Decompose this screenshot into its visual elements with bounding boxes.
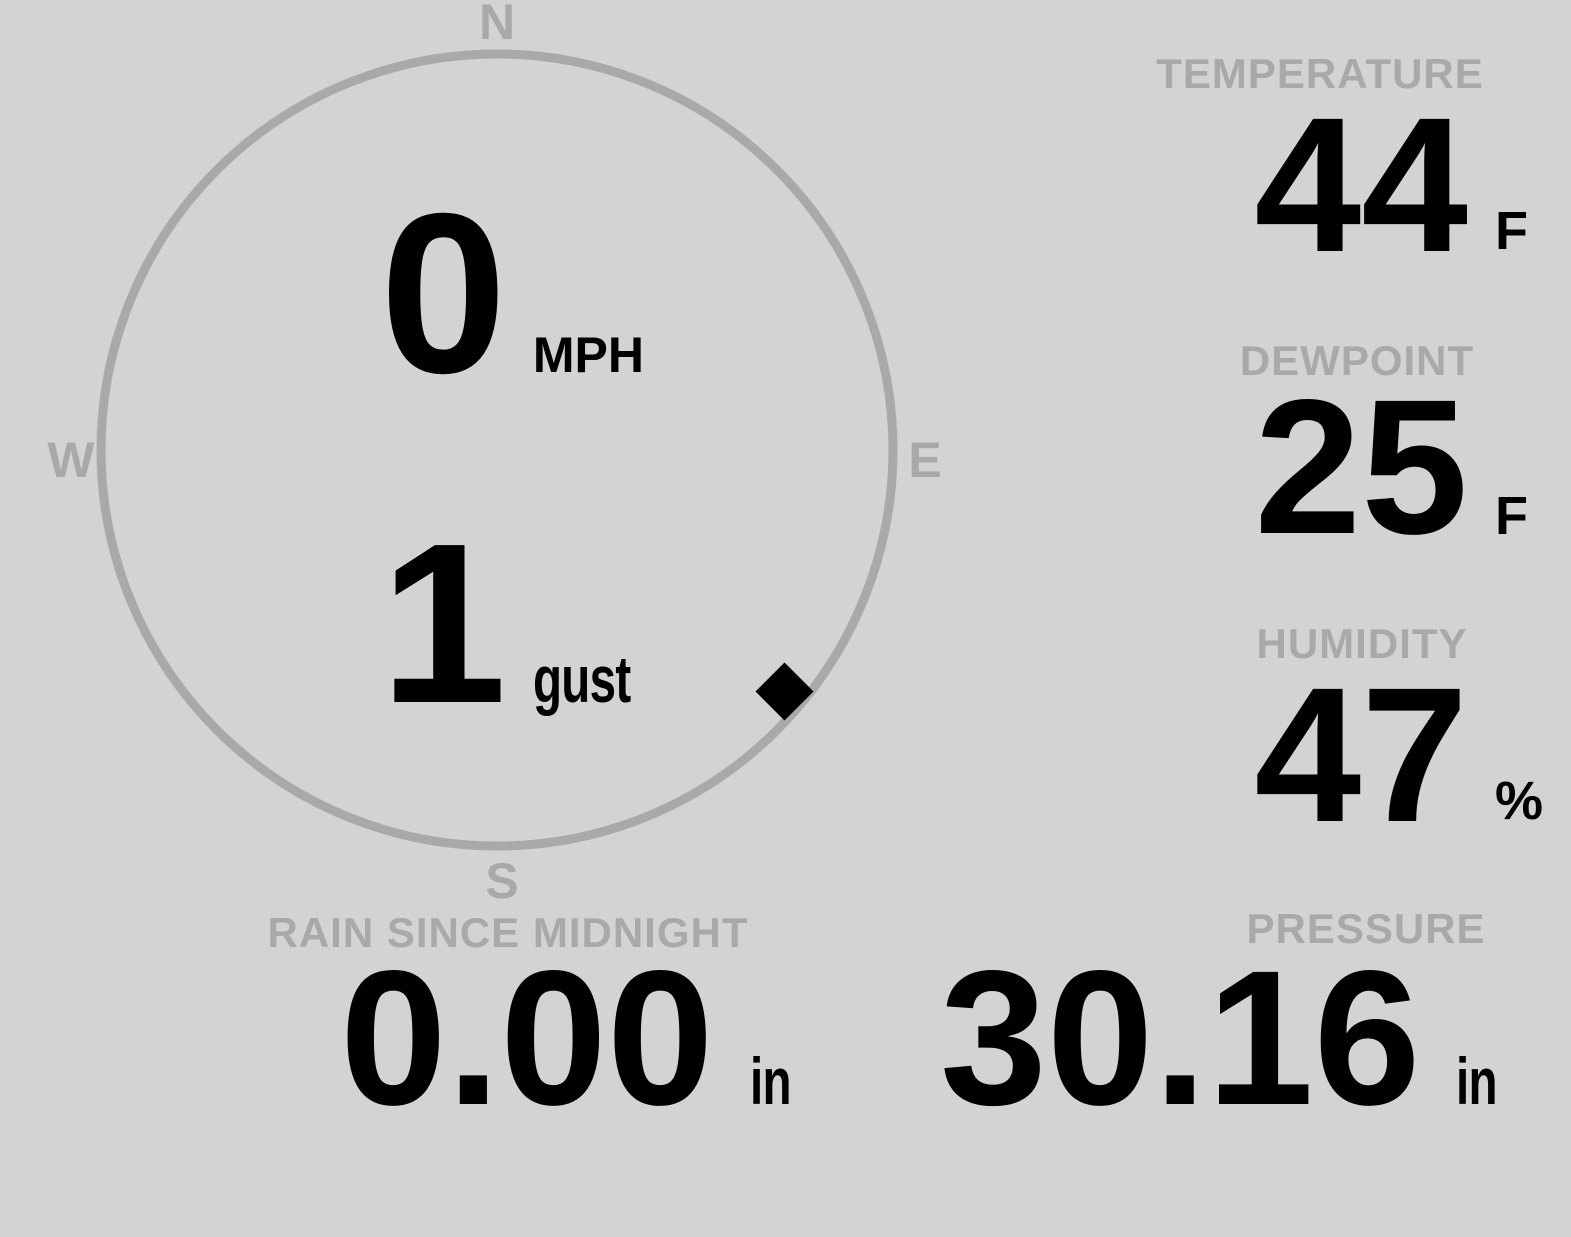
compass-label-west: W bbox=[47, 432, 95, 488]
pressure-value: 30.16 bbox=[940, 930, 1421, 1145]
compass-label-east: E bbox=[908, 432, 942, 488]
rain-value: 0.00 bbox=[340, 930, 714, 1145]
wind-speed-unit: MPH bbox=[532, 327, 644, 383]
pressure-unit: in bbox=[1456, 1044, 1498, 1118]
dewpoint-value: 25 bbox=[1254, 359, 1468, 574]
humidity-unit: % bbox=[1495, 771, 1544, 831]
wind-gust-value: 1 bbox=[380, 497, 507, 751]
wind-speed-value: 0 bbox=[380, 167, 507, 421]
wind-gust: 1 gust bbox=[380, 510, 668, 738]
compass-circle bbox=[96, 49, 898, 851]
humidity-value: 47 bbox=[1254, 647, 1468, 862]
rain-unit: in bbox=[749, 1044, 792, 1118]
wind-speed: 0 MPH bbox=[380, 180, 644, 408]
pressure-label: PRESSURE bbox=[1246, 905, 1486, 952]
wind-gust-unit: gust bbox=[532, 642, 631, 716]
temperature-label: TEMPERATURE bbox=[1156, 50, 1484, 97]
temperature-value: 44 bbox=[1254, 77, 1468, 292]
dewpoint-unit: F bbox=[1495, 486, 1528, 546]
pressure-reading: 30.16 in bbox=[940, 942, 1513, 1134]
compass-label-north: N bbox=[478, 0, 516, 50]
humidity-label: HUMIDITY bbox=[1256, 620, 1468, 667]
dewpoint-label: DEWPOINT bbox=[1239, 337, 1475, 384]
rain-reading: 0.00 in bbox=[340, 942, 806, 1134]
temperature-unit: F bbox=[1495, 201, 1528, 261]
rain-label: RAIN SINCE MIDNIGHT bbox=[267, 909, 749, 956]
compass-label-south: S bbox=[485, 853, 519, 909]
